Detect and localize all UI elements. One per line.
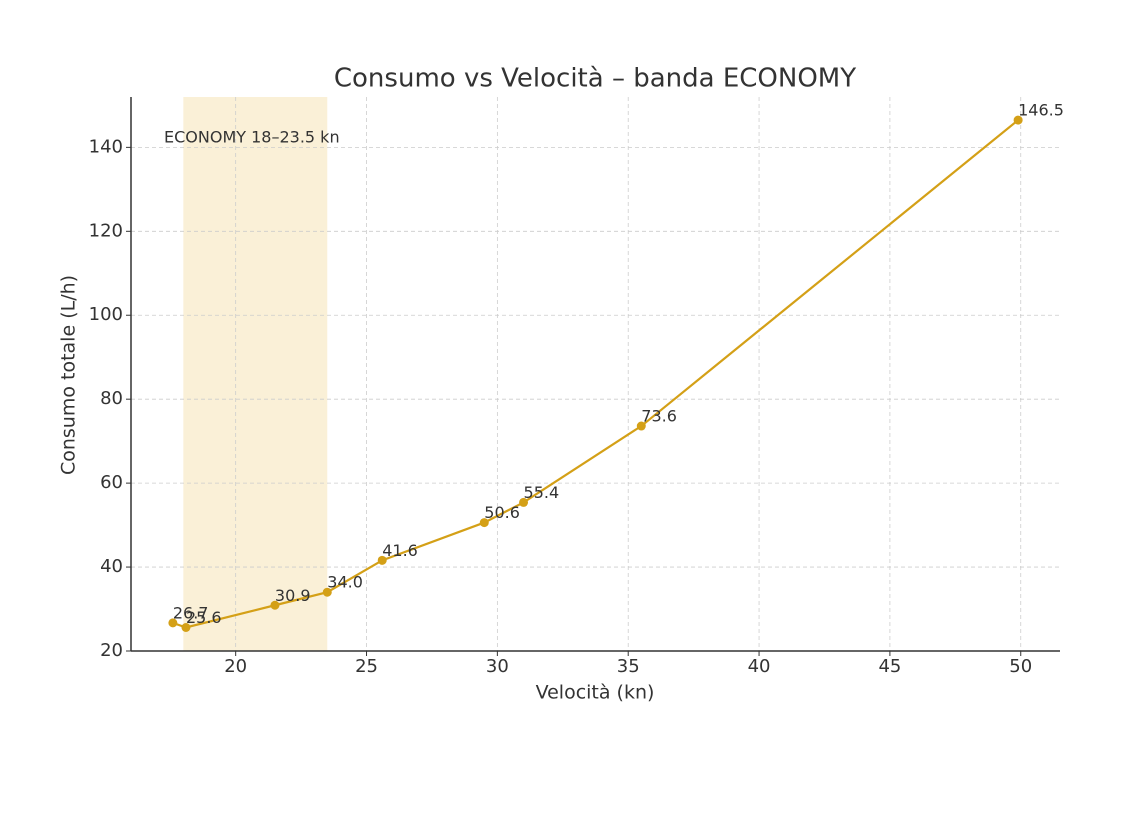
value-label: 146.5 [1018,101,1064,120]
y-tick-label: 140 [89,136,123,157]
point [270,600,280,610]
x-tick-label: 20 [224,656,247,677]
value-label: 55.4 [524,483,560,502]
chart-title: Consumo vs Velocità – banda ECONOMY [334,64,856,94]
point [322,587,332,597]
value-label: 30.9 [275,586,311,605]
x-tick-label: 50 [1009,656,1032,677]
y-tick-label: 80 [100,388,123,409]
y-tick-label: 20 [100,640,123,661]
point [377,555,387,565]
x-tick-label: 30 [486,656,509,677]
value-label: 34.0 [327,573,363,592]
point [181,622,191,632]
value-label: 41.6 [382,541,418,560]
y-tick-label: 40 [100,556,123,577]
point [519,497,529,507]
x-tick-label: 35 [617,656,640,677]
y-tick-label: 120 [89,220,123,241]
point [479,518,489,528]
point [1013,115,1023,125]
point [168,618,178,628]
y-tick-label: 100 [89,304,123,325]
y-axis-label: Consumo totale (L/h) [58,275,80,475]
x-tick-label: 45 [878,656,901,677]
y-tick-label: 60 [100,472,123,493]
x-axis-label: Velocità (kn) [536,682,655,704]
value-label: 50.6 [484,503,520,522]
x-tick-label: 40 [748,656,771,677]
x-tick-label: 25 [355,656,378,677]
value-label: 25.6 [186,608,222,627]
point [636,421,646,431]
economy-band [183,97,328,651]
band-label: ECONOMY 18–23.5 kn [164,128,340,147]
value-label: 73.6 [641,407,677,426]
value-label: 26.7 [173,603,209,622]
